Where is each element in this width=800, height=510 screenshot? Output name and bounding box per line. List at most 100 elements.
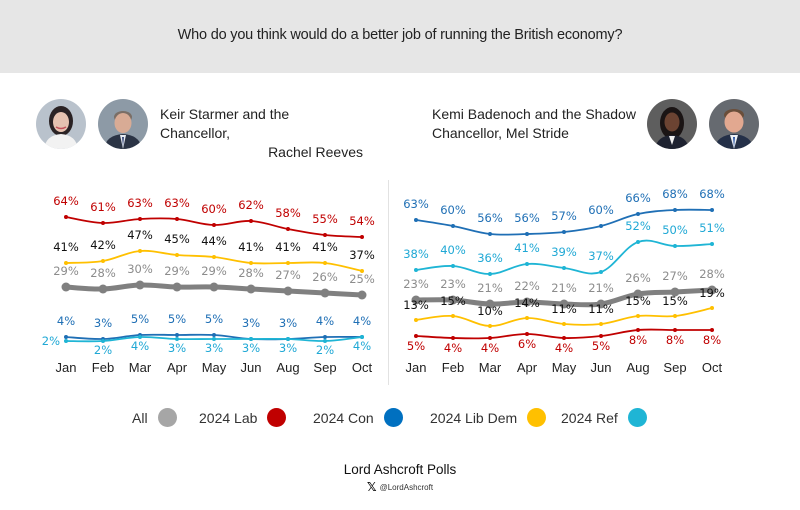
data-point-libdem [525, 316, 529, 320]
legend-dot-icon [527, 408, 547, 427]
data-point-libdem [175, 253, 179, 257]
data-label-ref: 3% [279, 341, 297, 355]
data-label-lab: 55% [312, 212, 338, 226]
data-point-all [559, 299, 569, 309]
data-label-con: 68% [699, 187, 725, 201]
data-point-con [710, 208, 714, 212]
x-tick-label: Aug [276, 360, 299, 375]
social-handle[interactable]: @LordAshcroft [379, 482, 434, 492]
data-label-lab: 62% [238, 198, 264, 212]
data-point-all [357, 290, 367, 300]
data-point-libdem [64, 261, 68, 265]
x-tick-label: Sep [663, 360, 686, 375]
right-panel-header: Kemi Badenoch and the Shadow Chancellor,… [432, 105, 652, 143]
data-label-con: 4% [316, 314, 334, 328]
data-label-libdem: 11% [588, 302, 614, 316]
data-label-ref: 3% [242, 341, 260, 355]
data-label-all: 28% [699, 267, 725, 281]
data-point-all [246, 284, 256, 294]
data-point-libdem [249, 261, 253, 265]
left-panel-header: Keir Starmer and the Chancellor, Rachel … [160, 105, 363, 162]
data-label-libdem: 41% [238, 240, 264, 254]
data-point-all [209, 282, 219, 292]
data-label-all: 29% [53, 264, 79, 278]
data-label-libdem: 41% [275, 240, 301, 254]
left-header-line1: Keir Starmer and the Chancellor, [160, 106, 290, 141]
question-title: Who do you think would do a better job o… [177, 27, 623, 43]
data-point-libdem [212, 255, 216, 259]
data-point-ref [212, 337, 216, 341]
legend-label: 2024 Ref [561, 409, 618, 426]
data-point-lab [101, 221, 105, 225]
data-label-ref: 50% [662, 223, 688, 237]
data-point-ref [414, 268, 418, 272]
legend-dot-icon [383, 408, 403, 427]
rachel-reeves-avatar [36, 99, 86, 149]
data-label-con: 57% [551, 209, 577, 223]
data-point-all [411, 295, 421, 305]
data-point-con [212, 333, 216, 337]
data-label-libdem: 15% [662, 294, 688, 308]
data-label-con: 3% [94, 316, 112, 330]
data-point-all [485, 299, 495, 309]
data-point-lab [175, 217, 179, 221]
legend-item-con: 2024 Con [313, 408, 403, 427]
data-point-ref [175, 337, 179, 341]
data-point-libdem [488, 324, 492, 328]
data-point-all [283, 286, 293, 296]
data-label-con: 3% [242, 316, 260, 330]
data-label-con: 56% [477, 211, 503, 225]
data-label-con: 5% [168, 312, 186, 326]
data-label-all: 22% [514, 279, 540, 293]
data-label-lab: 64% [53, 194, 79, 208]
data-label-all: 21% [477, 281, 503, 295]
data-point-ref [710, 242, 714, 246]
data-label-ref: 3% [205, 341, 223, 355]
data-label-all: 21% [551, 281, 577, 295]
data-label-libdem: 15% [440, 294, 466, 308]
data-label-con: 5% [131, 312, 149, 326]
data-label-con: 60% [588, 203, 614, 217]
data-label-lab: 63% [127, 196, 153, 210]
data-point-lab [212, 223, 216, 227]
data-point-lab [636, 328, 640, 332]
legend-dot-icon [157, 408, 177, 427]
data-label-libdem: 42% [90, 238, 116, 252]
data-point-all [522, 297, 532, 307]
data-label-con: 4% [353, 314, 371, 328]
data-point-con [64, 335, 68, 339]
data-label-libdem: 47% [127, 228, 153, 242]
data-point-ref [286, 337, 290, 341]
data-point-con [673, 208, 677, 212]
x-tick-label: Feb [442, 360, 464, 375]
data-point-libdem [562, 322, 566, 326]
data-point-con [636, 212, 640, 216]
data-label-ref: 38% [403, 247, 429, 261]
data-point-libdem [636, 314, 640, 318]
data-point-con [599, 224, 603, 228]
legend-item-ref: 2024 Ref [561, 408, 647, 427]
data-point-lab [525, 332, 529, 336]
data-label-ref: 3% [168, 341, 186, 355]
x-tick-label: Apr [167, 360, 188, 375]
data-point-ref [138, 335, 142, 339]
data-point-lab [488, 336, 492, 340]
x-tick-label: May [552, 360, 577, 375]
x-tick-label: May [202, 360, 227, 375]
x-tick-label: Jun [591, 360, 612, 375]
right-header-line1: Kemi Badenoch and the Shadow [432, 106, 636, 122]
data-label-con: 68% [662, 187, 688, 201]
data-label-all: 27% [275, 268, 301, 282]
data-point-lab [138, 217, 142, 221]
data-point-con [451, 224, 455, 228]
data-point-all [320, 288, 330, 298]
person-photo-icon [647, 99, 697, 149]
data-point-ref [323, 339, 327, 343]
footer-social[interactable]: 𝕏 @LordAshcroft [0, 480, 800, 494]
data-point-ref [562, 266, 566, 270]
data-label-con: 56% [514, 211, 540, 225]
data-label-lab: 4% [555, 341, 573, 355]
data-label-libdem: 41% [53, 240, 79, 254]
data-label-libdem: 45% [164, 232, 190, 246]
data-label-ref: 41% [514, 241, 540, 255]
